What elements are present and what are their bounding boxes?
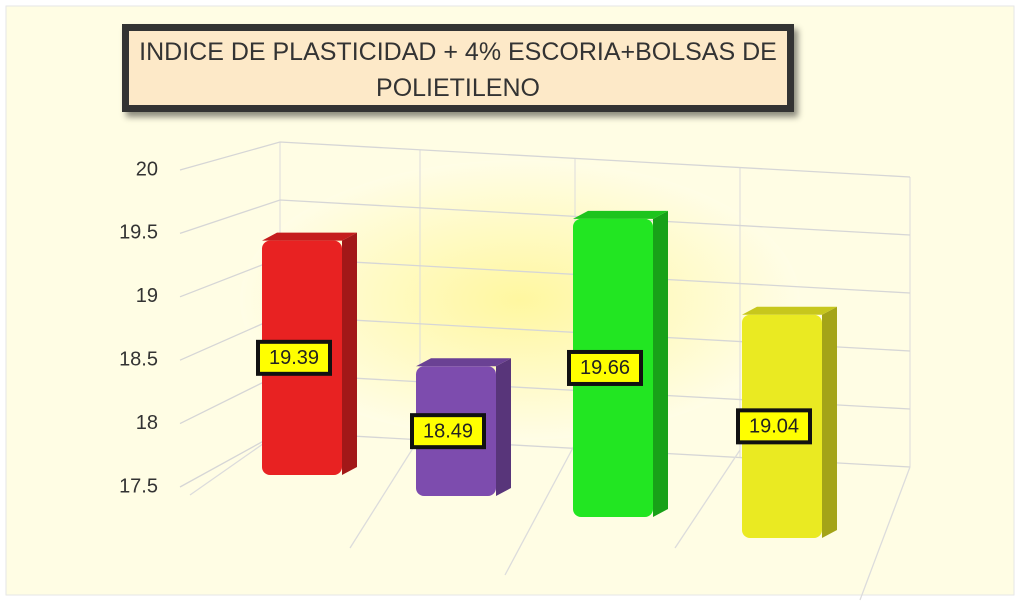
chart-title: INDICE DE PLASTICIDAD + 4% ESCORIA+BOLSA… [122, 24, 794, 112]
value-label: 19.66 [580, 357, 630, 379]
y-tick-label: 20 [136, 158, 158, 180]
bar-top [262, 232, 357, 241]
y-tick-label: 18 [136, 412, 158, 434]
bar-side [342, 232, 357, 475]
bar-top [742, 306, 837, 315]
value-label: 19.04 [749, 416, 799, 438]
floor-line [859, 466, 911, 601]
bar-side [653, 210, 668, 518]
value-label: 18.49 [423, 420, 473, 442]
bar-side [496, 358, 511, 496]
value-label-box [256, 339, 332, 376]
floor-line [504, 443, 576, 576]
y-tick-label: 19 [136, 285, 158, 307]
value-label-box [410, 413, 486, 450]
value-label: 19.39 [269, 347, 319, 369]
y-tick-label: 17.5 [119, 475, 158, 497]
floor-line [349, 436, 421, 549]
bar-top [573, 210, 668, 219]
y-tick-label: 18.5 [119, 348, 158, 370]
bar-side [822, 306, 837, 538]
value-label-box [736, 408, 812, 445]
grid-line [179, 199, 911, 236]
grid-line [179, 141, 911, 178]
value-label-box [567, 349, 643, 386]
floor-line [674, 449, 741, 549]
bar-top [416, 358, 511, 367]
y-tick-label: 19.5 [119, 222, 158, 244]
